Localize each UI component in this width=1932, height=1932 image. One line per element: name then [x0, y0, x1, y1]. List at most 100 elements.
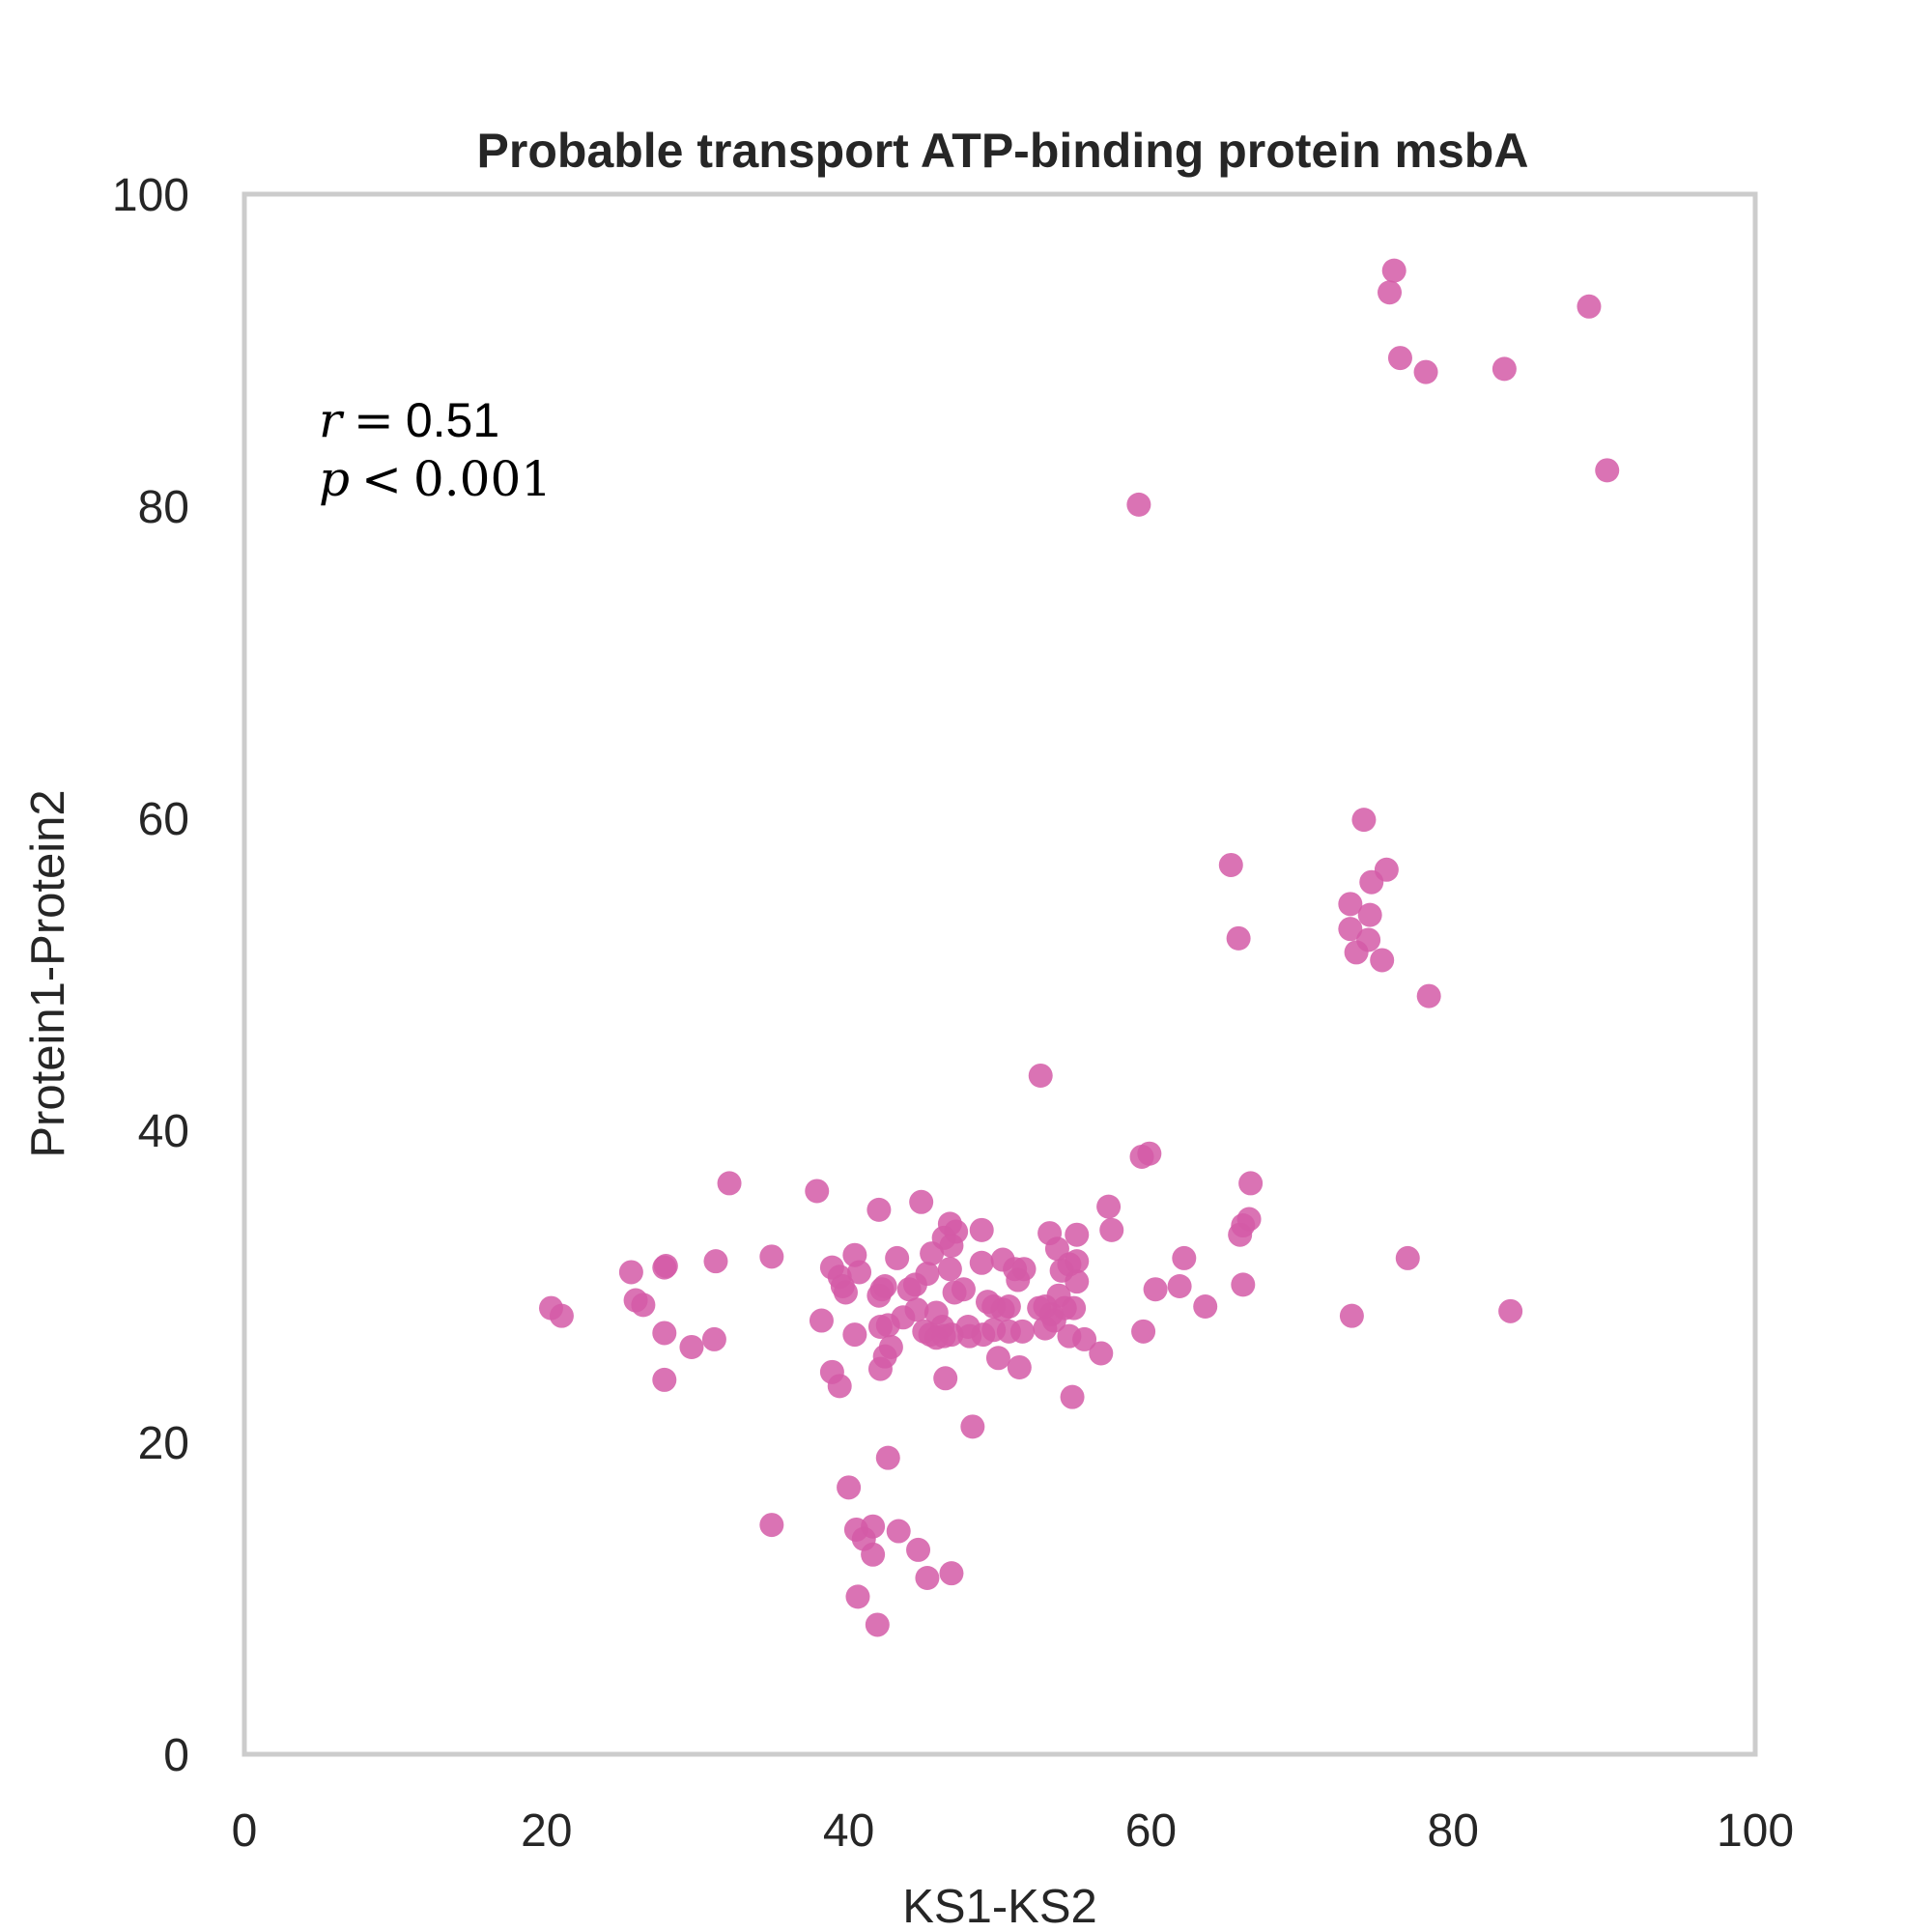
data-point [1416, 983, 1441, 1009]
data-point [1218, 852, 1243, 877]
data-point [969, 1250, 994, 1275]
data-point [1238, 1171, 1264, 1196]
data-point [842, 1322, 867, 1348]
data-point [960, 1414, 985, 1439]
r-symbol: r [319, 392, 345, 448]
data-point [1577, 294, 1602, 319]
data-point [985, 1346, 1010, 1371]
data-point [1099, 1217, 1124, 1242]
data-point [1498, 1298, 1523, 1323]
data-point [939, 1234, 964, 1259]
y-tick-labels: 0 20 40 60 80 100 [112, 170, 189, 1781]
data-point [1060, 1384, 1085, 1409]
data-point [703, 1249, 728, 1274]
data-point [865, 1612, 890, 1637]
x-tick-label: 20 [521, 1805, 572, 1857]
data-point [1126, 492, 1151, 517]
data-point [933, 1366, 958, 1391]
data-point [631, 1293, 656, 1318]
data-point [1072, 1326, 1097, 1351]
data-point [1381, 258, 1406, 283]
data-point [1065, 1249, 1090, 1274]
data-point [652, 1367, 677, 1392]
chart-title: Probable transport ATP-binding protein m… [477, 124, 1529, 178]
data-point [867, 1197, 892, 1222]
x-axis-label: KS1-KS2 [902, 1881, 1097, 1932]
data-point [1065, 1269, 1090, 1294]
data-point [1065, 1222, 1090, 1247]
data-point [1009, 1319, 1035, 1344]
data-point [1062, 1295, 1087, 1321]
data-point [1193, 1293, 1218, 1319]
data-point [1033, 1316, 1058, 1341]
data-point [909, 1189, 934, 1214]
data-point [1096, 1194, 1122, 1219]
data-point [845, 1584, 870, 1609]
data-point [759, 1513, 784, 1538]
data-point [1137, 1141, 1162, 1166]
correlation-annotation: r = 0.51 [319, 392, 499, 448]
data-point [915, 1262, 940, 1287]
x-tick-labels: 0 20 40 60 80 100 [232, 1805, 1794, 1857]
data-point [885, 1245, 910, 1270]
x-tick-label: 60 [1125, 1805, 1177, 1857]
data-point [1028, 1063, 1053, 1088]
y-tick-label: 20 [138, 1418, 189, 1469]
data-point [1143, 1277, 1168, 1302]
x-tick-label: 0 [232, 1805, 258, 1857]
data-point [951, 1277, 976, 1302]
data-point [1228, 1222, 1253, 1247]
data-point [653, 1254, 678, 1279]
data-point [1370, 948, 1395, 973]
data-point [969, 1217, 994, 1242]
p-symbol: p [319, 451, 350, 507]
data-point [915, 1566, 940, 1591]
data-point [1226, 925, 1251, 951]
data-point [1167, 1274, 1192, 1298]
data-point [1395, 1245, 1420, 1270]
p-value-annotation: p <0.001 [319, 451, 552, 507]
y-tick-label: 80 [138, 482, 189, 533]
data-point [1359, 869, 1384, 895]
r-value: 0.51 [406, 393, 499, 447]
data-point [805, 1179, 830, 1204]
data-point [1007, 1354, 1032, 1379]
data-point [837, 1475, 862, 1500]
plot-frame [242, 191, 1758, 1757]
data-point [861, 1542, 886, 1567]
data-point [971, 1322, 996, 1348]
y-tick-label: 60 [138, 794, 189, 845]
data-point [1011, 1257, 1037, 1282]
data-point [1338, 917, 1363, 942]
data-point [1595, 458, 1620, 483]
y-tick-label: 0 [163, 1730, 189, 1781]
data-point [1089, 1341, 1114, 1366]
y-tick-label: 100 [112, 170, 189, 221]
data-point [809, 1308, 834, 1333]
data-point [1344, 940, 1369, 965]
x-tick-label: 80 [1428, 1805, 1479, 1857]
data-point [1387, 346, 1412, 371]
data-point [679, 1334, 704, 1359]
data-point [833, 1280, 858, 1305]
data-point [618, 1260, 643, 1285]
data-point [1231, 1272, 1256, 1297]
p-value: 0.001 [413, 451, 552, 507]
data-point [937, 1257, 962, 1282]
data-point [1413, 359, 1438, 384]
data-point [886, 1519, 911, 1544]
x-tick-label: 40 [823, 1805, 874, 1857]
data-point [1339, 1303, 1364, 1328]
data-point [701, 1326, 726, 1351]
data-point [549, 1303, 574, 1328]
data-point [904, 1297, 929, 1322]
data-points [538, 258, 1620, 1637]
y-tick-label: 40 [138, 1106, 189, 1157]
data-point [1492, 356, 1517, 382]
data-point [867, 1356, 893, 1381]
data-point [1131, 1319, 1156, 1344]
data-point [759, 1244, 784, 1269]
data-point [652, 1321, 677, 1346]
data-point [990, 1297, 1015, 1322]
data-point [1351, 808, 1377, 833]
